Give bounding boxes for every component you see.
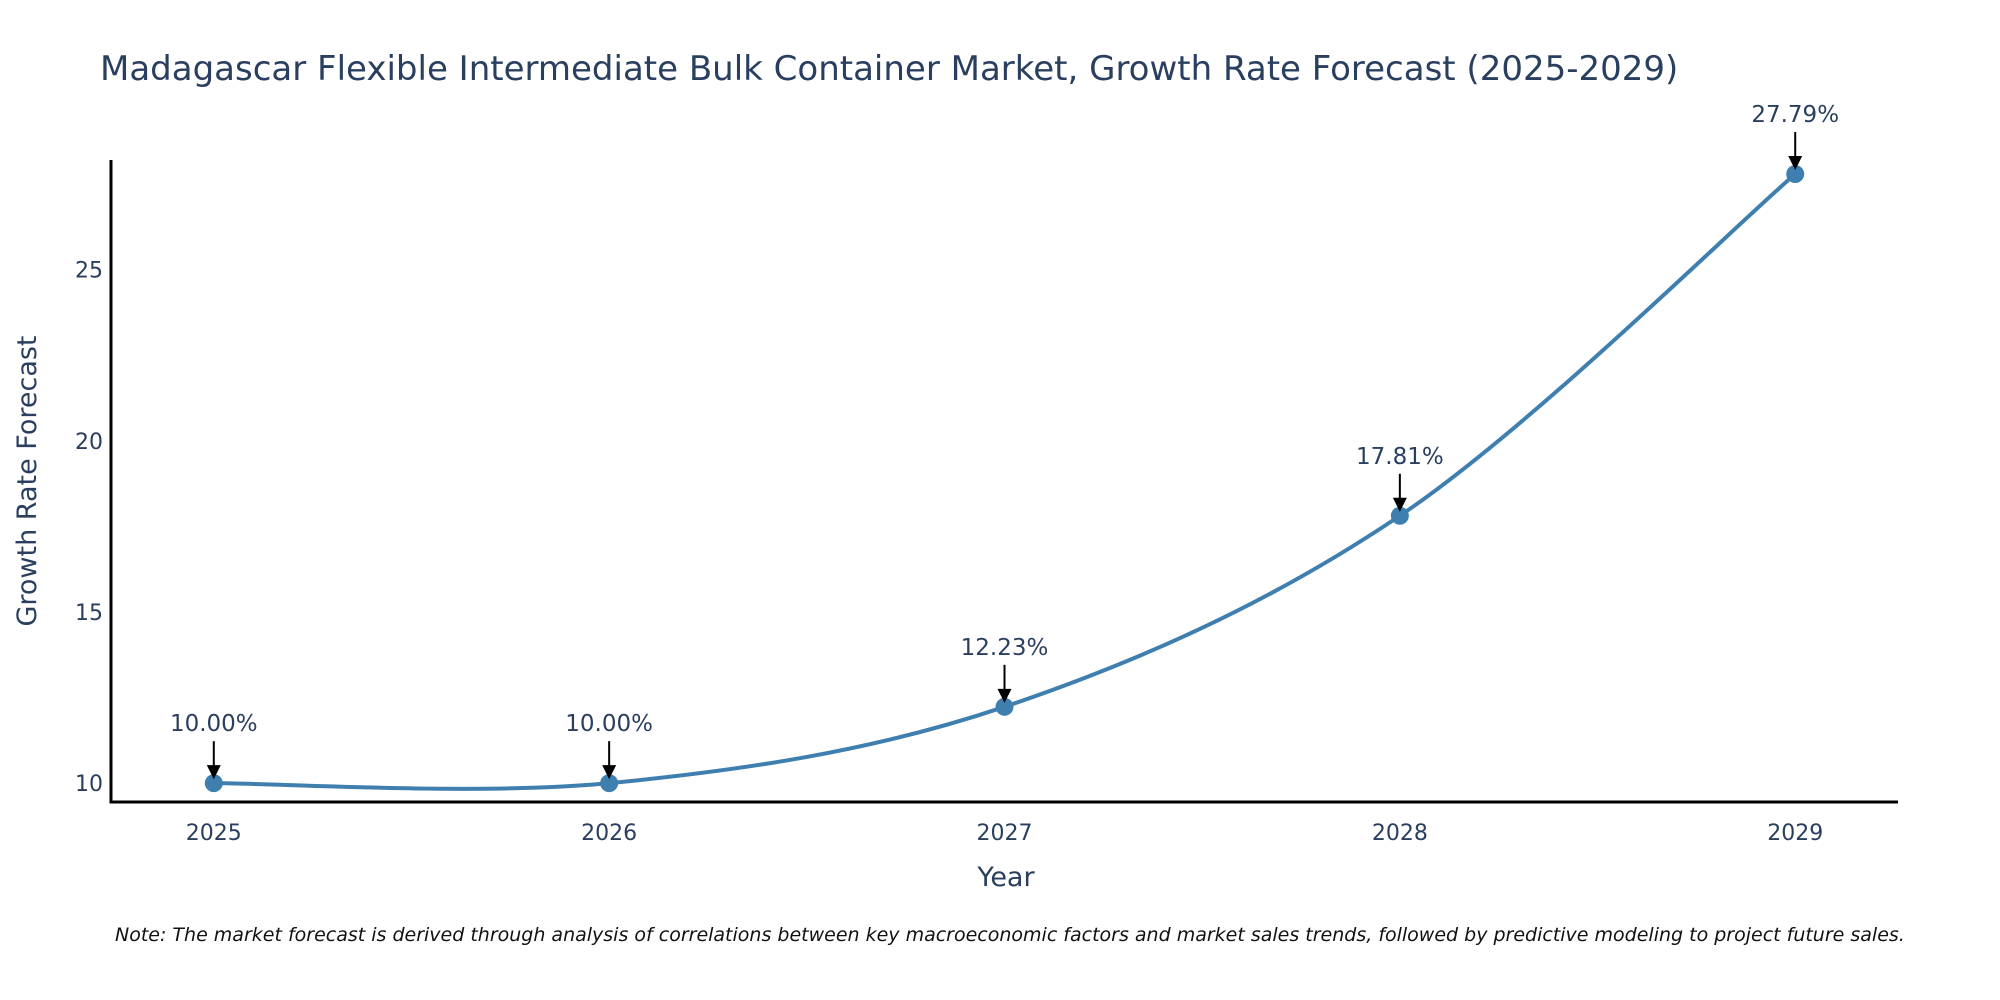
x-axis-title: Year xyxy=(976,862,1035,893)
annotation: 27.79% xyxy=(1751,102,1839,171)
x-tick-label: 2029 xyxy=(1767,821,1823,846)
x-tick-label: 2025 xyxy=(186,821,242,846)
annotation-arrow-head xyxy=(1788,156,1803,171)
annotation-label: 10.00% xyxy=(170,711,258,737)
y-tick-label: 25 xyxy=(75,259,103,284)
x-axis-ticks: 2025 2026 2027 2028 2029 xyxy=(186,821,1823,846)
x-tick-label: 2027 xyxy=(977,821,1033,846)
y-tick-label: 15 xyxy=(75,601,103,626)
y-tick-label: 20 xyxy=(75,430,103,455)
data-point-marker xyxy=(1390,506,1409,525)
data-point-marker xyxy=(600,774,619,793)
x-tick-label: 2026 xyxy=(581,821,637,846)
annotation-arrow-head xyxy=(206,765,221,780)
data-point-marker xyxy=(995,697,1014,716)
data-point-marker xyxy=(1786,165,1805,184)
series-line xyxy=(213,172,1797,791)
annotation: 10.00% xyxy=(170,711,258,780)
annotation-label: 17.81% xyxy=(1356,444,1444,470)
y-axis-title: Growth Rate Forecast xyxy=(12,335,43,626)
y-tick-label: 10 xyxy=(75,772,103,797)
annotation-label: 27.79% xyxy=(1751,102,1839,128)
annotation-arrow-head xyxy=(1392,497,1407,512)
annotation: 17.81% xyxy=(1356,444,1444,512)
footnote: Note: The market forecast is derived thr… xyxy=(115,924,1905,946)
data-point-marker xyxy=(204,774,223,793)
annotation-arrow-head xyxy=(602,765,617,780)
y-axis-ticks: 10 15 20 25 xyxy=(75,259,103,798)
annotation: 12.23% xyxy=(961,635,1049,703)
annotation-arrow-head xyxy=(997,688,1012,703)
x-tick-label: 2028 xyxy=(1372,821,1428,846)
chart-title: Madagascar Flexible Intermediate Bulk Co… xyxy=(100,49,1678,89)
annotation: 10.00% xyxy=(565,711,653,780)
data-annotations: 10.00% 10.00% 12.23% 17.81% 27.79% xyxy=(170,102,1839,780)
series-markers xyxy=(204,165,1805,793)
annotation-label: 10.00% xyxy=(565,711,653,737)
annotation-label: 12.23% xyxy=(961,635,1049,661)
